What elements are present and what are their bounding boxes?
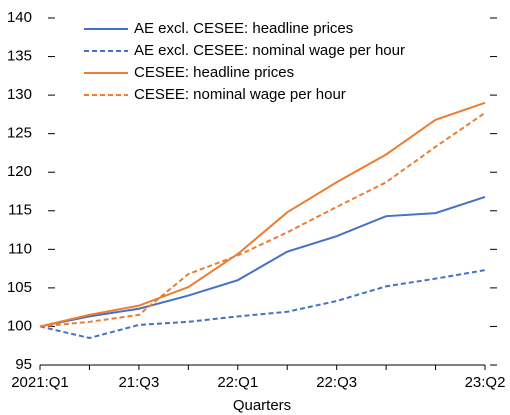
y-tick-label: 140 bbox=[7, 9, 32, 26]
series-line bbox=[39, 195, 486, 328]
y-tick-label: 110 bbox=[8, 240, 32, 257]
y-tick-label: 135 bbox=[7, 48, 32, 65]
x-tick-label: 2021:Q1 bbox=[11, 374, 69, 391]
y-tick-label: 120 bbox=[7, 163, 32, 180]
y-tick-label: 125 bbox=[7, 125, 32, 142]
series-line bbox=[39, 112, 486, 328]
y-tick-label: 105 bbox=[7, 279, 32, 296]
y-tick-label: 115 bbox=[8, 202, 32, 219]
y-tick-label: 95 bbox=[15, 356, 32, 373]
x-tick-label: 23:Q2 bbox=[465, 374, 506, 391]
y-tick-label: 100 bbox=[7, 317, 32, 334]
legend-label: AE excl. CESEE: headline prices bbox=[134, 20, 353, 37]
legend-label: CESEE: headline prices bbox=[134, 64, 294, 81]
x-tick-label: 22:Q1 bbox=[217, 374, 258, 391]
x-tick-label: 21:Q3 bbox=[118, 374, 159, 391]
x-tick-label: 22:Q3 bbox=[316, 374, 357, 391]
x-axis-label: Quarters bbox=[233, 397, 291, 414]
series-line bbox=[39, 269, 486, 340]
legend-label: CESEE: nominal wage per hour bbox=[134, 86, 346, 103]
y-tick-label: 130 bbox=[7, 86, 32, 103]
legend-label: AE excl. CESEE: nominal wage per hour bbox=[134, 42, 405, 59]
series-line bbox=[39, 101, 486, 328]
